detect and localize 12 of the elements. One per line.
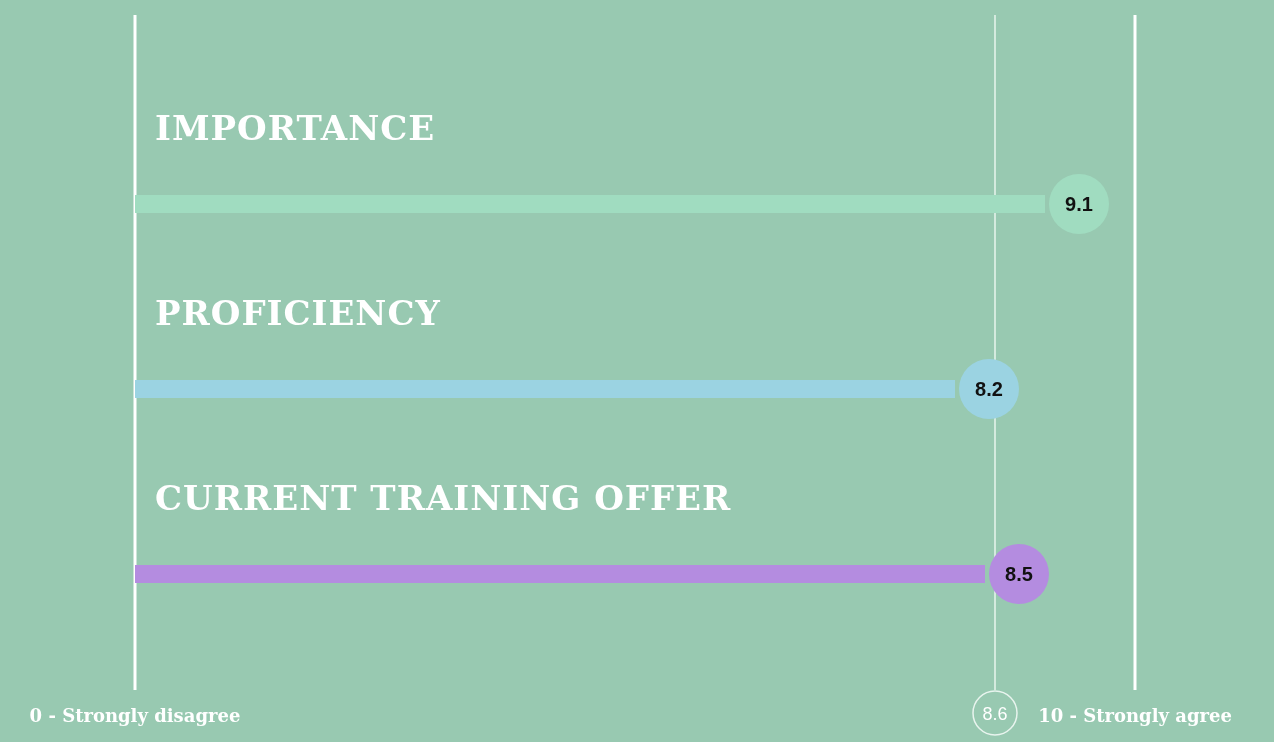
data-label: 8.5: [1005, 563, 1033, 585]
bar: [135, 380, 955, 398]
y-tick-label: IMPORTANCE: [155, 108, 436, 148]
ref-line-label: 8.6: [982, 704, 1008, 724]
data-label: 9.1: [1065, 193, 1093, 215]
bar: [135, 565, 985, 583]
bar: [135, 195, 1045, 213]
y-tick-label: CURRENT TRAINING OFFER: [155, 478, 732, 518]
x-tick-label: 0 - Strongly disagree: [29, 705, 241, 726]
y-tick-label: PROFICIENCY: [155, 293, 441, 333]
data-label: 8.2: [975, 378, 1003, 400]
x-tick-label: 10 - Strongly agree: [1038, 705, 1232, 726]
